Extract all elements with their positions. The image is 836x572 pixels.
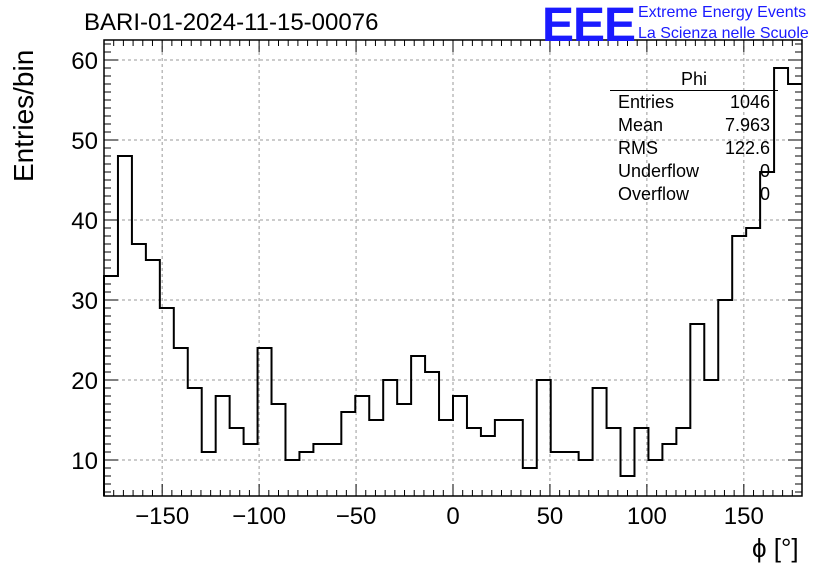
- stats-label: Underflow: [618, 161, 700, 181]
- y-tick-label: 50: [71, 128, 98, 155]
- histogram-line: [103, 67, 802, 496]
- stats-row-underflow: Underflow 0: [610, 160, 778, 183]
- stats-label: RMS: [618, 138, 658, 158]
- chart-title: BARI-01-2024-11-15-00076: [84, 9, 379, 36]
- x-tick-label: 50: [537, 503, 564, 530]
- stats-value: 0: [759, 161, 770, 181]
- x-tick-label: 150: [724, 503, 764, 530]
- x-axis-label: ϕ [°]: [752, 533, 799, 563]
- y-tick-label: 40: [71, 208, 98, 235]
- logo-line-2: La Scienza nelle Scuole: [638, 25, 809, 42]
- eee-logo: EEE: [542, 0, 636, 52]
- y-tick-label: 10: [71, 448, 98, 475]
- x-tick-label: −150: [135, 503, 189, 530]
- stats-title: Phi: [610, 69, 778, 91]
- stats-row-entries: Entries 1046: [610, 91, 778, 114]
- y-axis-label: Entries/bin: [8, 49, 39, 182]
- stats-row-mean: Mean 7.963: [610, 114, 778, 137]
- stats-label: Mean: [618, 115, 664, 135]
- x-tick-label: −100: [232, 503, 286, 530]
- y-tick-label: 20: [71, 368, 98, 395]
- stats-label: Overflow: [618, 184, 690, 204]
- y-tick-label: 30: [71, 288, 98, 315]
- stats-row-rms: RMS 122.6: [610, 137, 778, 160]
- x-tick-label: 0: [446, 503, 459, 530]
- x-tick-label: 100: [627, 503, 667, 530]
- y-tick-label: 60: [71, 48, 98, 75]
- logo-line-1: Extreme Energy Events: [638, 4, 807, 21]
- stats-value: 0: [759, 184, 770, 204]
- x-tick-label: −50: [336, 503, 377, 530]
- stats-label: Entries: [618, 92, 675, 112]
- stats-value: 7.963: [724, 115, 770, 135]
- stats-value: 122.6: [724, 138, 770, 158]
- axis-ticks: [104, 40, 802, 496]
- stats-value: 1046: [729, 92, 770, 112]
- stats-row-overflow: Overflow 0: [610, 183, 778, 206]
- stats-box: Phi Entries 1046 Mean 7.963 RMS 122.6 Un…: [610, 69, 778, 206]
- tick-labels: −150 −100 −50 0 50 100 150 10 20 30 40 50 60: [71, 48, 764, 530]
